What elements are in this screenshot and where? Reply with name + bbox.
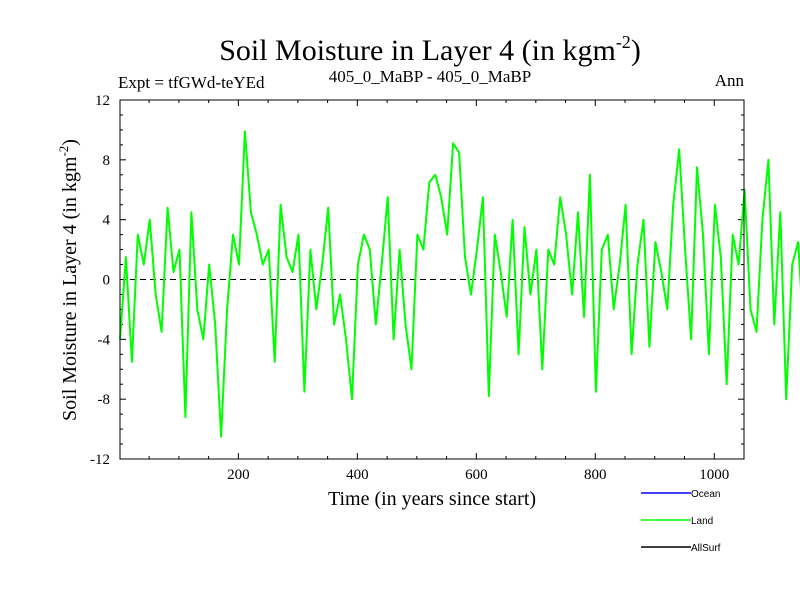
y-tick-label: 12 — [95, 93, 110, 109]
series-line-land — [119, 130, 800, 438]
chart-title-text: Soil Moisture in Layer 4 (in kgm — [219, 34, 616, 67]
x-tick-label: 400 — [346, 467, 369, 483]
plot-area: -12 -8 -4 0 4 8 12 200 400 600 800 1000 — [90, 93, 800, 483]
x-tick-label: 600 — [465, 467, 488, 483]
chart-title-superscript: -2 — [616, 32, 631, 52]
y-tick-label: -12 — [90, 452, 110, 468]
x-axis-label: Time (in years since start) — [328, 488, 536, 510]
y-tick-label: -8 — [98, 392, 111, 408]
x-tick-label: 800 — [584, 467, 607, 483]
plot-frame — [119, 99, 745, 460]
y-tick-label: 4 — [103, 213, 111, 229]
period-label: 405_0_MaBP - 405_0_MaBP — [329, 67, 531, 86]
x-tick-label: 200 — [227, 467, 250, 483]
y-axis-label: Soil Moisture in Layer 4 (in kgm-2) — [56, 139, 81, 421]
y-tick-label: 8 — [103, 153, 111, 169]
x-tick-label: 1000 — [699, 467, 729, 483]
y-axis-label-text: Soil Moisture in Layer 4 (in kgm — [59, 156, 81, 421]
chart-title: Soil Moisture in Layer 4 (in kgm-2) — [219, 32, 641, 67]
legend-label-allsurf: AllSurf — [691, 543, 721, 554]
legend-label-land: Land — [691, 516, 713, 527]
experiment-label: Expt = tfGWd-teYEd — [118, 73, 265, 92]
chart-title-close: ) — [631, 34, 641, 67]
legend-label-ocean: Ocean — [691, 489, 720, 500]
season-label: Ann — [715, 71, 745, 90]
y-tick-label: 0 — [103, 273, 111, 289]
legend: Ocean Land AllSurf — [641, 489, 721, 554]
y-tick-label: -4 — [98, 332, 111, 348]
y-axis-label-superscript: -2 — [56, 146, 71, 157]
y-axis-label-close: ) — [59, 139, 81, 146]
